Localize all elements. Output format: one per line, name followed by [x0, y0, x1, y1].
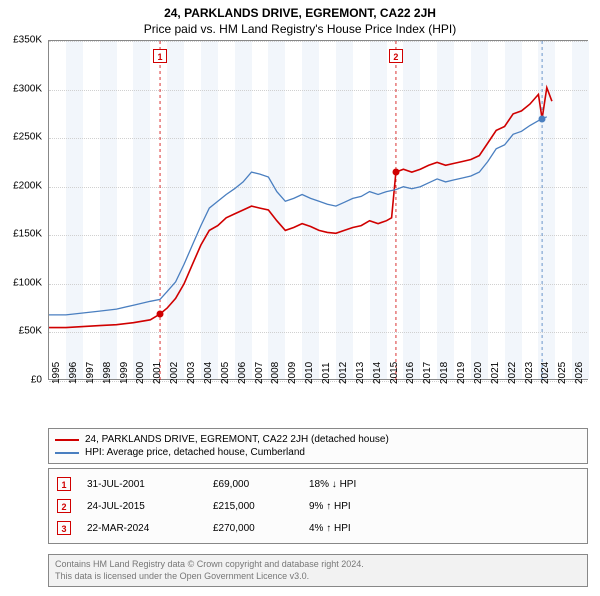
marker-dot [392, 169, 399, 176]
datapoint-marker: 2 [57, 499, 71, 513]
license-line-2: This data is licensed under the Open Gov… [55, 571, 581, 583]
y-axis-label: £50K [19, 326, 42, 337]
x-axis-label: 2026 [574, 362, 585, 384]
x-axis-label: 2002 [169, 362, 180, 384]
x-axis-label: 2008 [270, 362, 281, 384]
datapoint-price: £69,000 [213, 479, 293, 490]
x-axis-label: 2019 [456, 362, 467, 384]
x-axis-label: 2007 [254, 362, 265, 384]
datapoint-date: 31-JUL-2001 [87, 479, 197, 490]
y-axis-label: £200K [13, 180, 42, 191]
x-axis-label: 2003 [186, 362, 197, 384]
y-axis-label: £250K [13, 132, 42, 143]
legend-swatch [55, 439, 79, 441]
x-axis-label: 2004 [203, 362, 214, 384]
datapoint-marker: 3 [57, 521, 71, 535]
marker-box: 2 [389, 49, 403, 63]
x-axis-label: 2020 [473, 362, 484, 384]
x-axis-label: 2012 [338, 362, 349, 384]
x-axis-label: 2010 [304, 362, 315, 384]
chart: 12 £0£50K£100K£150K£200K£250K£300K£350K1… [48, 40, 588, 380]
x-axis-label: 2011 [321, 362, 332, 384]
x-axis-label: 2024 [540, 362, 551, 384]
legend: 24, PARKLANDS DRIVE, EGREMONT, CA22 2JH … [48, 428, 588, 464]
y-axis-label: £0 [31, 375, 42, 386]
legend-row: HPI: Average price, detached house, Cumb… [55, 446, 581, 459]
page-title: 24, PARKLANDS DRIVE, EGREMONT, CA22 2JH [0, 6, 600, 20]
datapoint-marker: 1 [57, 477, 71, 491]
x-axis-label: 1995 [51, 362, 62, 384]
x-axis-label: 2009 [287, 362, 298, 384]
datapoint-hpi: 4% ↑ HPI [309, 523, 409, 534]
x-axis-label: 2021 [490, 362, 501, 384]
datapoint-date: 24-JUL-2015 [87, 501, 197, 512]
marker-dot [157, 310, 164, 317]
legend-swatch [55, 452, 79, 454]
datapoint-row: 1 31-JUL-2001 £69,000 18% ↓ HPI [49, 473, 587, 495]
legend-label: 24, PARKLANDS DRIVE, EGREMONT, CA22 2JH … [85, 434, 389, 445]
datapoint-hpi: 9% ↑ HPI [309, 501, 409, 512]
datapoint-date: 22-MAR-2024 [87, 523, 197, 534]
x-axis-label: 2022 [507, 362, 518, 384]
legend-label: HPI: Average price, detached house, Cumb… [85, 447, 305, 458]
datapoint-price: £215,000 [213, 501, 293, 512]
x-axis-label: 2015 [389, 362, 400, 384]
x-axis-label: 2023 [524, 362, 535, 384]
y-axis-label: £150K [13, 229, 42, 240]
x-axis-label: 2013 [355, 362, 366, 384]
marker-box: 1 [153, 49, 167, 63]
x-axis-label: 2006 [237, 362, 248, 384]
datapoints-table: 1 31-JUL-2001 £69,000 18% ↓ HPI 2 24-JUL-2015… [48, 468, 588, 544]
x-axis-label: 2014 [372, 362, 383, 384]
x-axis-label: 2000 [135, 362, 146, 384]
datapoint-row: 3 22-MAR-2024 £270,000 4% ↑ HPI [49, 517, 587, 539]
x-axis-label: 2001 [152, 362, 163, 384]
x-axis-label: 2016 [405, 362, 416, 384]
datapoint-price: £270,000 [213, 523, 293, 534]
x-axis-label: 2005 [220, 362, 231, 384]
marker-dot [539, 115, 546, 122]
x-axis-label: 2017 [422, 362, 433, 384]
x-axis-label: 1996 [68, 362, 79, 384]
license-line-1: Contains HM Land Registry data © Crown c… [55, 559, 581, 571]
x-axis-label: 1997 [85, 362, 96, 384]
page-subtitle: Price paid vs. HM Land Registry's House … [0, 22, 600, 36]
datapoint-row: 2 24-JUL-2015 £215,000 9% ↑ HPI [49, 495, 587, 517]
y-axis-label: £300K [13, 83, 42, 94]
x-axis-label: 1999 [119, 362, 130, 384]
y-axis-label: £100K [13, 277, 42, 288]
license-note: Contains HM Land Registry data © Crown c… [48, 554, 588, 587]
x-axis-label: 1998 [102, 362, 113, 384]
x-axis-label: 2025 [557, 362, 568, 384]
legend-row: 24, PARKLANDS DRIVE, EGREMONT, CA22 2JH … [55, 433, 581, 446]
y-axis-label: £350K [13, 35, 42, 46]
datapoint-hpi: 18% ↓ HPI [309, 479, 409, 490]
x-axis-label: 2018 [439, 362, 450, 384]
